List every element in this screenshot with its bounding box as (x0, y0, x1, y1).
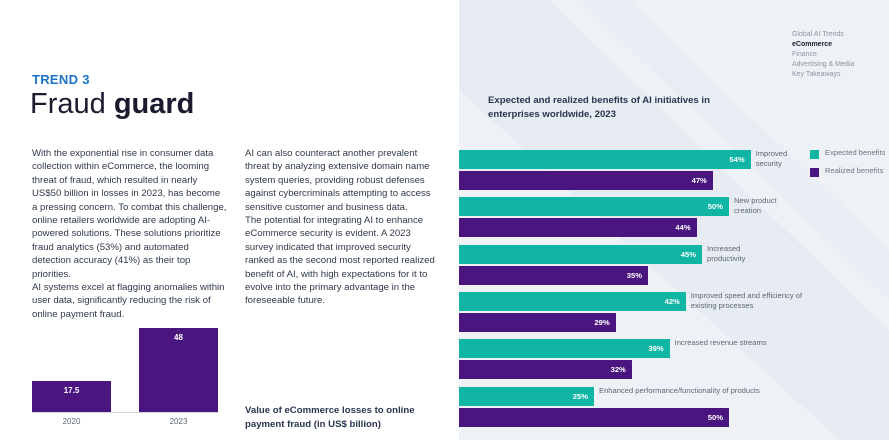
bar-realized-1 (459, 218, 697, 238)
fraud-bar-value-2023: 48 (174, 333, 183, 342)
category-label-5: Enhanced performance/functionality of pr… (599, 385, 760, 395)
paragraph-left-text: With the exponential rise in consumer da… (32, 148, 227, 320)
trend-label: TREND 3 (32, 72, 90, 87)
paragraph-right-text: AI can also counteract another prevalent… (245, 148, 435, 307)
fraud-bar-2020 (32, 381, 111, 412)
bar-expected-1 (459, 197, 729, 217)
fraud-loss-chart-title: Value of eCommerce losses to online paym… (245, 405, 415, 430)
bar-value-expected-2: 45% (680, 249, 696, 259)
bar-value-realized-0: 47% (691, 176, 707, 185)
bar-value-realized-1: 44% (675, 223, 691, 233)
legend-swatch-realized (810, 168, 819, 177)
bar-value-realized-3: 29% (594, 317, 610, 327)
bar-value-expected-4: 39% (648, 344, 664, 354)
fraud-bar-year-2020: 2020 (62, 417, 81, 426)
legend-item-realized: Realized benefits (810, 166, 885, 177)
bar-expected-5 (459, 386, 594, 406)
nav-item-advertising-media[interactable]: Advertising & Media (792, 61, 855, 68)
legend-item-expected: Expected benefits (810, 148, 886, 159)
category-label-2: Increased productivity (707, 243, 746, 263)
bar-realized-3 (459, 312, 616, 332)
fraud-bar-year-2023: 2023 (169, 417, 188, 426)
bar-expected-3 (459, 291, 686, 311)
category-label-1: New product creation (734, 196, 777, 216)
nav-item-finance[interactable]: Finance (792, 51, 817, 58)
section-nav: Global AI Trends eCommerce Finance Adver… (792, 30, 854, 80)
fraud-loss-axis (32, 412, 218, 413)
legend-label-expected: Expected benefits (825, 148, 886, 157)
bar-realized-0 (459, 171, 713, 190)
bar-expected-0 (459, 150, 751, 169)
bar-realized-4 (459, 360, 632, 380)
category-label-0: Improved security (755, 149, 788, 168)
bar-value-expected-1: 50% (707, 202, 723, 212)
bar-expected-4 (459, 339, 670, 359)
nav-item-global-ai-trends[interactable]: Global AI Trends (792, 31, 844, 38)
bar-value-realized-4: 32% (610, 365, 626, 375)
body-paragraph-right: AI can also counteract another prevalent… (245, 147, 440, 308)
bar-value-expected-5: 25% (572, 391, 588, 401)
bar-realized-5 (459, 407, 729, 427)
bar-value-expected-0: 54% (729, 155, 745, 164)
benefits-chart-title: Expected and realized benefits of AI ini… (488, 95, 710, 120)
legend-label-realized: Realized benefits (825, 166, 884, 175)
page-title: Fraud guard (30, 88, 194, 121)
benefits-legend: Expected benefits Realized benefits (810, 148, 885, 184)
title-light: Fraud (30, 88, 106, 120)
fraud-bar-2023 (139, 328, 218, 412)
bar-value-realized-5: 50% (707, 412, 723, 422)
legend-swatch-expected (810, 150, 819, 159)
nav-item-ecommerce[interactable]: eCommerce (792, 41, 833, 48)
body-paragraph-left: With the exponential rise in consumer da… (32, 147, 227, 321)
category-label-3: Improved speed and efficiency of existin… (690, 290, 803, 310)
nav-item-key-takeaways[interactable]: Key Takeaways (792, 71, 841, 78)
bar-realized-2 (459, 265, 648, 285)
category-label-4: Increased revenue streams (674, 338, 767, 348)
fraud-bar-value-2020: 17.5 (63, 386, 80, 396)
bar-expected-2 (459, 244, 702, 264)
title-bold: guard (113, 88, 195, 120)
bar-value-realized-2: 35% (626, 270, 642, 280)
bar-value-expected-3: 42% (664, 296, 680, 306)
